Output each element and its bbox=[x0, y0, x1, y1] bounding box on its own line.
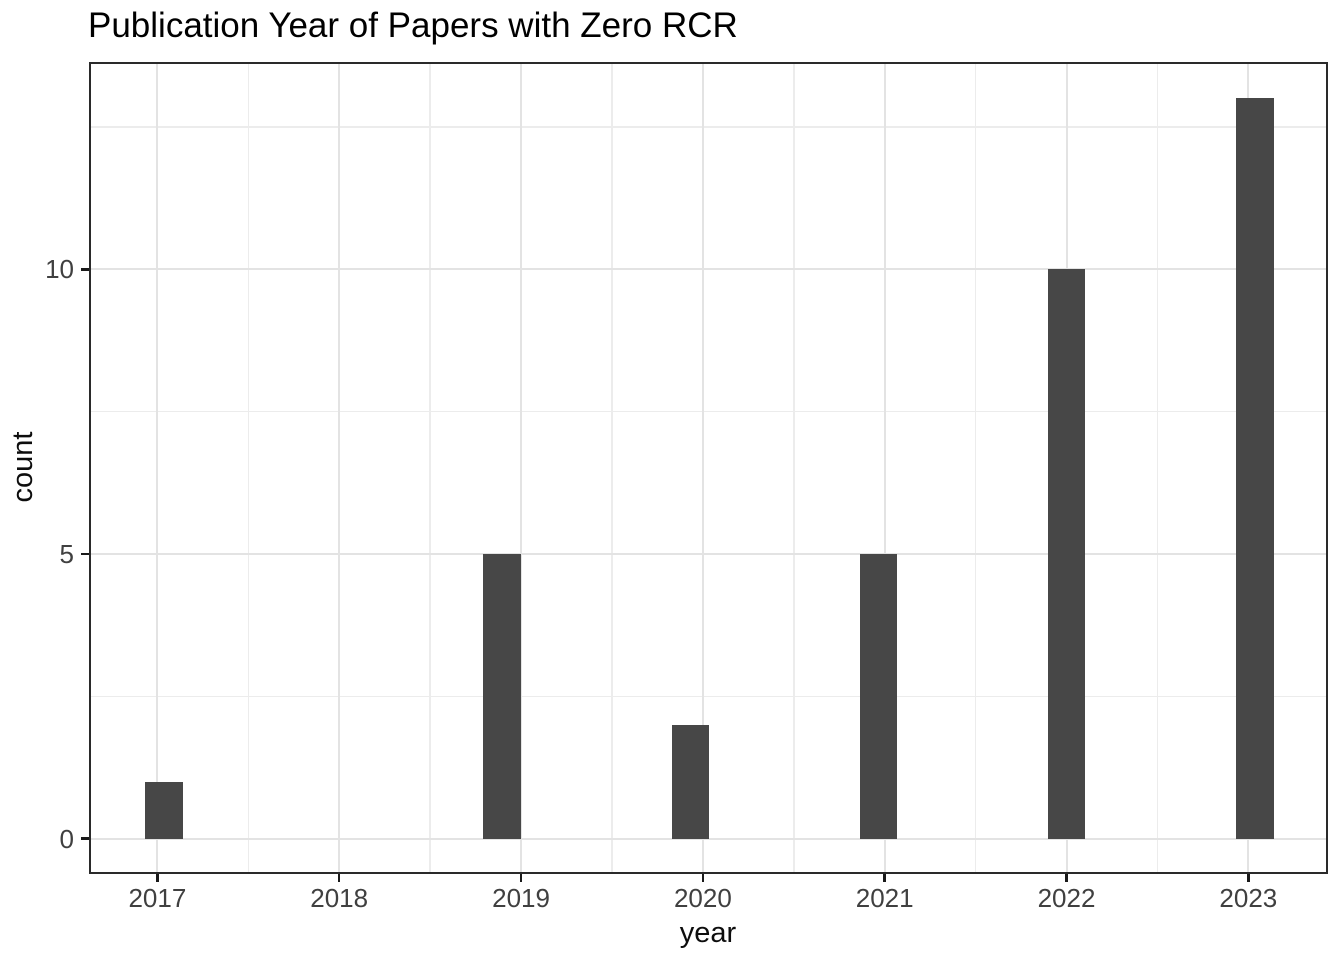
x-tick-label: 2022 bbox=[1037, 883, 1096, 913]
gridline-x-major bbox=[883, 62, 886, 874]
gridline-y-minor bbox=[89, 695, 1328, 698]
x-tick-label: 2023 bbox=[1219, 883, 1278, 913]
x-tick-label: 2019 bbox=[492, 883, 550, 913]
x-tick-mark bbox=[883, 874, 886, 882]
bar-2020 bbox=[671, 724, 710, 839]
gridline-x-minor bbox=[974, 62, 977, 874]
y-tick-label: 5 bbox=[59, 538, 74, 569]
y-tick-mark bbox=[81, 268, 89, 271]
gridline-x-minor bbox=[1156, 62, 1159, 874]
x-tick-mark bbox=[156, 874, 159, 882]
gridline-y-major bbox=[89, 837, 1328, 840]
y-tick-label: 0 bbox=[59, 823, 74, 854]
gridline-y-minor bbox=[89, 410, 1328, 413]
y-axis-title: count bbox=[7, 431, 39, 503]
gridline-x-minor bbox=[247, 62, 250, 874]
gridline-x-minor bbox=[611, 62, 613, 874]
x-tick-mark bbox=[1065, 874, 1068, 882]
y-tick-mark bbox=[81, 552, 89, 556]
y-tick-label: 10 bbox=[45, 254, 74, 285]
bar-2021 bbox=[859, 553, 898, 839]
gridline-x-minor bbox=[429, 62, 431, 874]
x-tick-mark bbox=[701, 874, 705, 882]
gridline-x-major bbox=[701, 62, 704, 874]
gridline-x-major bbox=[520, 62, 523, 874]
bar-2022 bbox=[1047, 269, 1086, 839]
gridline-x-major bbox=[156, 62, 159, 874]
x-tick-label: 2020 bbox=[673, 883, 732, 913]
gridline-y-minor bbox=[89, 126, 1328, 128]
x-tick-mark bbox=[1247, 874, 1250, 882]
bar-2023 bbox=[1235, 98, 1274, 839]
x-tick-mark bbox=[519, 874, 523, 882]
gridline-y-major bbox=[89, 268, 1328, 271]
x-tick-label: 2017 bbox=[128, 883, 187, 913]
gridline-x-major bbox=[338, 62, 341, 874]
chart-title: Publication Year of Papers with Zero RCR bbox=[88, 6, 738, 45]
bar-2019 bbox=[483, 553, 522, 839]
y-tick-mark bbox=[81, 837, 89, 840]
bar-2017 bbox=[144, 781, 183, 839]
x-tick-label: 2021 bbox=[855, 883, 914, 913]
x-tick-label: 2018 bbox=[310, 883, 369, 913]
x-axis-title: year bbox=[679, 917, 737, 949]
x-tick-mark bbox=[337, 874, 341, 882]
gridline-y-major bbox=[89, 552, 1328, 555]
gridline-x-minor bbox=[793, 62, 795, 874]
